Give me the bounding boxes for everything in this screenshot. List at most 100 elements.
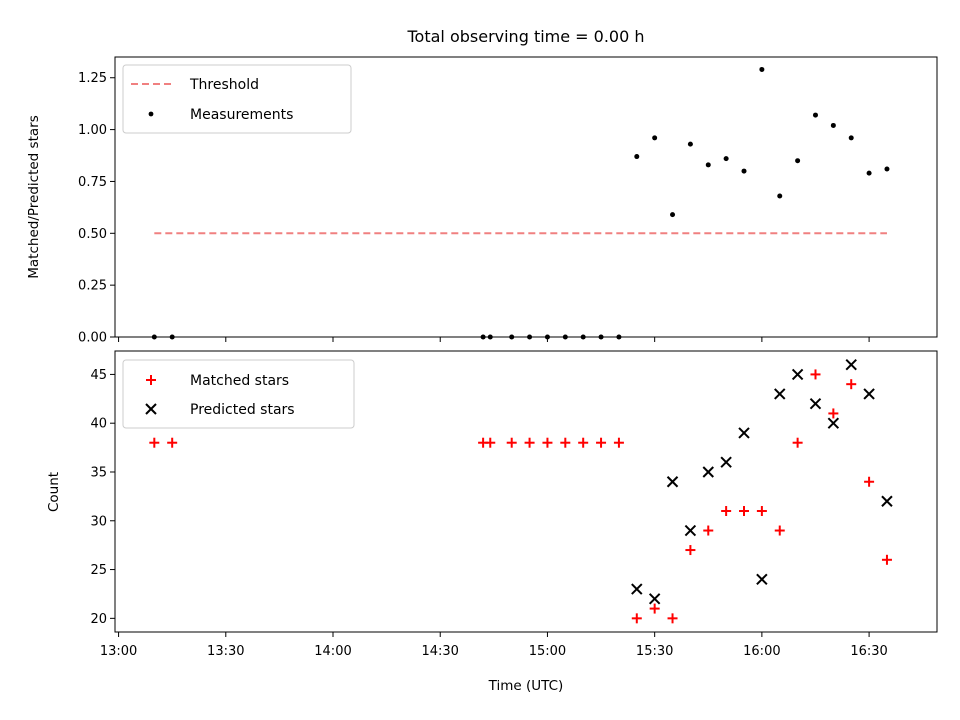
cross-b xyxy=(648,593,661,605)
matched-point xyxy=(810,369,821,380)
legend-matched-swatch xyxy=(146,375,156,385)
matched-point xyxy=(524,437,535,448)
top-x-axis xyxy=(118,337,870,342)
matched-point xyxy=(774,525,785,536)
cross-b xyxy=(827,417,840,429)
bottom-legend-box xyxy=(122,359,355,429)
legend-plus-marker xyxy=(146,375,156,385)
cross-b xyxy=(738,427,750,439)
predicted-point xyxy=(809,397,822,410)
measurement-point xyxy=(830,122,836,128)
measurement-point xyxy=(759,66,765,72)
cross-b xyxy=(702,466,714,478)
top-y-tick-label: 0.75 xyxy=(78,175,107,190)
predicted-point xyxy=(845,358,857,371)
legend-threshold-label: Threshold xyxy=(189,77,259,93)
cross-b xyxy=(684,524,697,537)
bottom-plot-frame xyxy=(114,350,938,633)
top-y-tick-label: 1.25 xyxy=(78,71,107,86)
bottom-y-tick-label: 40 xyxy=(90,417,107,432)
matched-point xyxy=(649,603,660,614)
cross-b xyxy=(145,403,157,415)
matched-point xyxy=(756,506,767,517)
matched-point xyxy=(881,554,892,565)
bottom-x-axis: 13:00 13:30 14:00 14:30 15:00 15:30 16:00 16:30 xyxy=(100,632,888,659)
predicted-point xyxy=(827,417,840,429)
matched-point xyxy=(685,545,696,556)
matched-point xyxy=(828,408,839,419)
predicted-point xyxy=(756,573,768,586)
predicted-point xyxy=(738,427,750,439)
measurement-point xyxy=(866,170,872,176)
predicted-point xyxy=(648,593,661,605)
legend-predicted-swatch xyxy=(145,403,157,415)
bottom-x-tick-label: 13:30 xyxy=(207,644,244,659)
matched-point xyxy=(542,437,553,448)
bottom-y-tick-label: 35 xyxy=(90,465,107,480)
predicted-point xyxy=(666,476,679,488)
measurement-point xyxy=(634,154,640,160)
measurement-point xyxy=(812,112,818,118)
matched-point xyxy=(864,476,875,487)
legend-x-marker xyxy=(145,403,157,415)
matched-point xyxy=(721,506,732,517)
measurement-point xyxy=(741,168,747,174)
matched-point xyxy=(631,613,642,624)
top-y-tick-label: 0.00 xyxy=(78,331,107,346)
measurement-point xyxy=(652,135,658,141)
bottom-y-tick-label: 45 xyxy=(90,368,107,383)
predicted-point xyxy=(881,495,893,507)
top-y-axis: 0.00 0.25 0.50 0.75 1.00 1.25 xyxy=(78,71,115,346)
matched-point xyxy=(149,437,160,448)
chart-title: Total observing time = 0.00 h xyxy=(406,27,644,46)
cross-b xyxy=(845,358,857,371)
legend-measurements-label: Measurements xyxy=(190,107,293,123)
legend-measurements-swatch xyxy=(148,111,154,117)
cross-b xyxy=(756,573,768,586)
measurement-point xyxy=(884,166,890,172)
matched-point xyxy=(703,525,714,536)
matched-stars-series xyxy=(149,369,892,624)
cross-b xyxy=(666,476,679,488)
matched-point xyxy=(578,437,589,448)
legend-matched-label: Matched stars xyxy=(190,373,289,389)
matched-point xyxy=(167,437,178,448)
cross-b xyxy=(809,397,822,410)
bottom-y-tick-label: 20 xyxy=(90,612,107,627)
matched-point xyxy=(485,437,496,448)
cross-b xyxy=(774,388,786,400)
matched-point xyxy=(560,437,571,448)
bottom-x-tick-label: 15:30 xyxy=(636,644,673,659)
top-y-tick-label: 1.00 xyxy=(78,123,107,138)
x-axis-label: Time (UTC) xyxy=(488,678,564,694)
matched-point xyxy=(506,437,517,448)
bottom-x-tick-label: 16:30 xyxy=(850,644,887,659)
legend-predicted-label: Predicted stars xyxy=(190,402,295,418)
bottom-x-tick-label: 14:30 xyxy=(421,644,458,659)
measurement-point xyxy=(795,158,801,164)
bottom-x-tick-label: 16:00 xyxy=(743,644,780,659)
matched-point xyxy=(667,613,678,624)
top-y-tick-label: 0.50 xyxy=(78,227,107,242)
predicted-point xyxy=(791,368,804,381)
measurement-point xyxy=(705,162,711,168)
measurement-point xyxy=(670,212,676,218)
measurement-point xyxy=(723,156,729,162)
measurements-series xyxy=(151,66,890,340)
predicted-point xyxy=(774,388,786,400)
cross-b xyxy=(881,495,893,507)
predicted-point xyxy=(702,466,714,478)
top-legend-box xyxy=(122,64,352,134)
predicted-point xyxy=(720,456,732,468)
top-y-tick-label: 0.25 xyxy=(78,279,107,294)
predicted-stars-series xyxy=(631,358,893,605)
bottom-x-tick-label: 15:00 xyxy=(529,644,566,659)
bottom-y-axis-label: Count xyxy=(46,472,62,512)
bottom-legend: Matched stars Predicted stars xyxy=(122,359,355,429)
measurement-point xyxy=(848,135,854,141)
measurement-point xyxy=(687,141,693,147)
cross-b xyxy=(863,388,875,400)
matched-point xyxy=(792,437,803,448)
predicted-point xyxy=(631,583,643,595)
